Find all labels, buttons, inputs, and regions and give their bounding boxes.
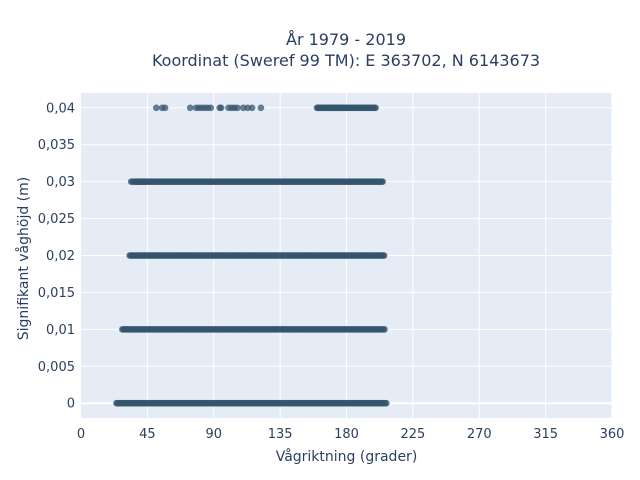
data-point (315, 104, 322, 112)
chart-title: År 1979 - 2019 Koordinat (Sweref 99 TM):… (152, 30, 540, 70)
y-tick-label: 0,02 (46, 249, 75, 264)
x-tick-label: 135 (268, 427, 293, 442)
data-point (234, 104, 241, 112)
x-tick-label: 225 (400, 427, 425, 442)
data-points (113, 104, 390, 407)
y-tick-label: 0,035 (38, 138, 75, 153)
data-point (248, 104, 256, 112)
x-tick-label: 0 (77, 427, 85, 442)
y-tick-label: 0 (67, 397, 75, 412)
data-point (207, 104, 215, 112)
y-axis-title: Signifikant våghöjd (m) (15, 177, 32, 340)
chart-title-line-1: År 1979 - 2019 (286, 30, 406, 49)
data-point (127, 178, 135, 185)
x-tick-label: 180 (334, 427, 359, 442)
y-tick-label: 0,005 (38, 360, 75, 375)
data-point (161, 104, 169, 112)
data-point (380, 252, 388, 259)
data-point (257, 104, 265, 112)
x-tick-label: 315 (533, 427, 558, 442)
data-point (381, 326, 388, 333)
axis-ticks: 0 45 90 135 180 225 270 315 360 0 0,005 0,01 0,015 0,… (38, 101, 625, 442)
x-tick-label: 360 (600, 427, 625, 442)
y-tick-label: 0,03 (46, 175, 75, 190)
x-tick-label: 270 (467, 427, 492, 442)
x-tick-label: 90 (205, 427, 222, 442)
y-tick-label: 0,01 (46, 323, 75, 338)
x-axis-title: Vågriktning (grader) (276, 448, 418, 465)
data-point (152, 104, 160, 112)
data-point (186, 104, 194, 112)
chart-title-line-2: Koordinat (Sweref 99 TM): E 363702, N 61… (152, 51, 540, 70)
y-tick-label: 0,015 (38, 286, 75, 301)
y-tick-label: 0,025 (38, 212, 75, 227)
data-point (383, 399, 390, 407)
data-point (322, 104, 330, 112)
y-tick-label: 0,04 (46, 101, 75, 116)
data-point (217, 104, 225, 112)
data-point (142, 178, 150, 185)
x-tick-label: 45 (139, 427, 156, 442)
data-point (379, 178, 386, 185)
data-point (343, 104, 350, 112)
data-point (372, 104, 379, 112)
